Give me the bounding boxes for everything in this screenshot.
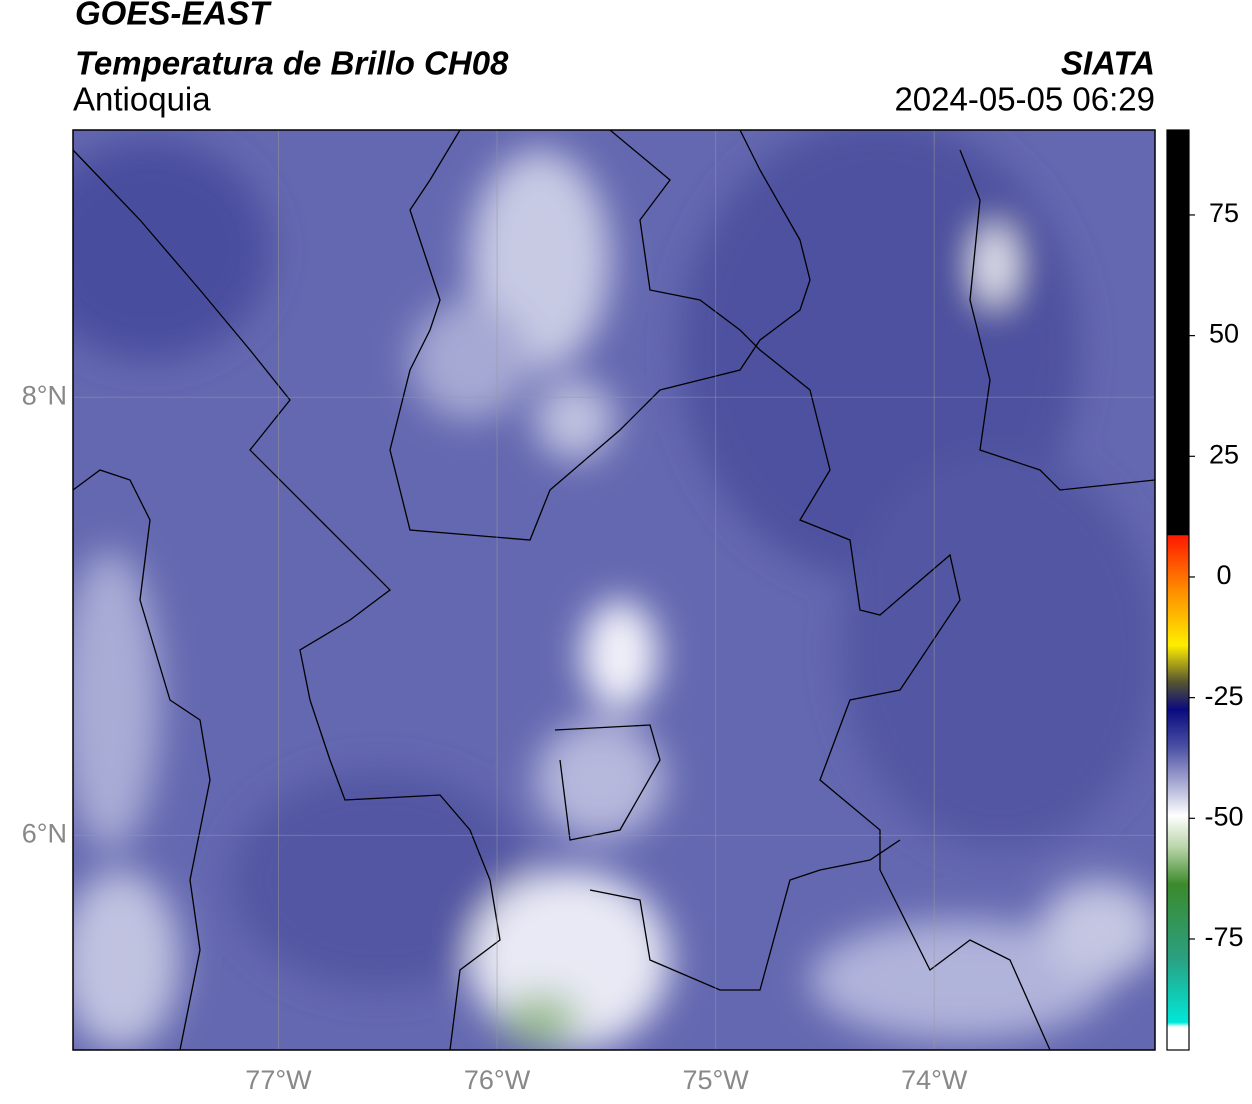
grid bbox=[73, 130, 1155, 1050]
y-tick-label: 6°N bbox=[22, 818, 67, 848]
colorbar-tick-label: 50 bbox=[1209, 319, 1239, 349]
timestamp: 2024-05-05 06:29 bbox=[894, 81, 1155, 118]
colorbar-tick-label: -25 bbox=[1204, 681, 1243, 711]
map-image bbox=[73, 130, 1155, 1050]
colorbar-tick-label: 75 bbox=[1209, 198, 1239, 228]
colorbar-tick-label: 25 bbox=[1209, 439, 1239, 469]
colorbar-tick-label: -75 bbox=[1204, 922, 1243, 952]
colorbar bbox=[1166, 129, 1190, 1051]
x-tick-label: 76°W bbox=[464, 1065, 531, 1095]
x-tick-label: 75°W bbox=[682, 1065, 749, 1095]
colorbar-tick-label: -50 bbox=[1204, 801, 1243, 831]
x-tick-label: 77°W bbox=[245, 1065, 312, 1095]
map-frame bbox=[72, 129, 1156, 1051]
region: Antioquia bbox=[73, 81, 211, 118]
source: SIATA bbox=[1061, 45, 1155, 82]
y-tick-label: 8°N bbox=[22, 380, 67, 410]
subtitle: Temperatura de Brillo CH08 bbox=[75, 45, 509, 82]
colorbar-tick-label: 0 bbox=[1216, 560, 1231, 590]
x-tick-label: 74°W bbox=[901, 1065, 968, 1095]
title: GOES-EAST bbox=[75, 0, 272, 32]
